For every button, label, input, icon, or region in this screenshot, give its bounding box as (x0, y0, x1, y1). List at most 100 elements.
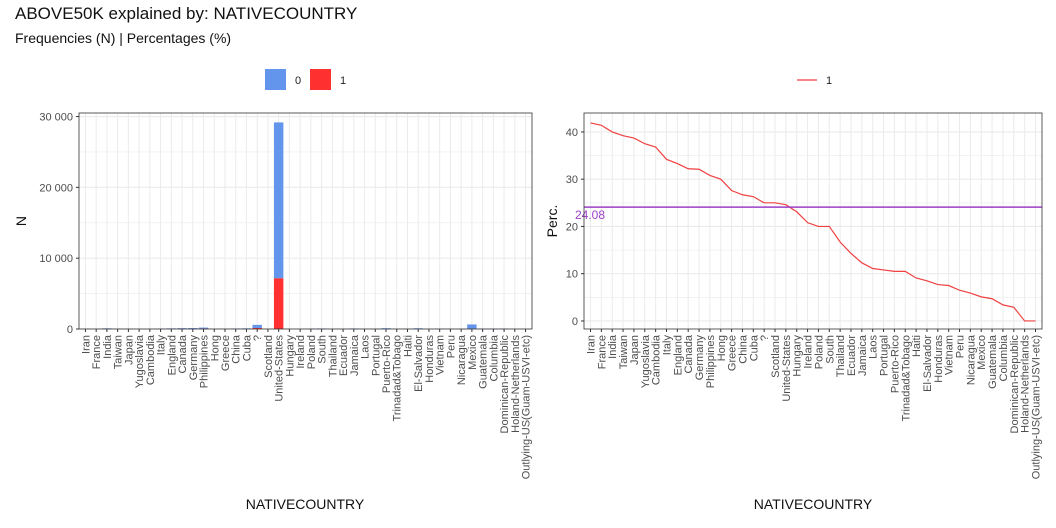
bar-segment-0 (381, 328, 391, 329)
x-tick-label: Peru (445, 335, 457, 358)
x-tick-label: South (824, 335, 836, 364)
x-tick-label: United-States (781, 335, 793, 402)
y-tick-label: 0 (67, 324, 73, 336)
x-tick-label: India (607, 334, 619, 359)
y-tick-label: 40 (566, 127, 578, 139)
y-tick-label: 20 (566, 221, 578, 233)
x-tick-label: Germany (694, 335, 706, 381)
x-tick-label: Columbia (998, 334, 1010, 381)
x-tick-label: ? (759, 335, 771, 341)
x-tick-label: Ireland (803, 335, 815, 369)
x-tick-label: Mexico (467, 335, 479, 370)
line-legend: 1 (797, 75, 832, 87)
x-tick-label: Cuba (241, 334, 253, 361)
legend-swatch-0 (265, 69, 286, 90)
plot-background (79, 113, 532, 329)
y-tick-label: 30 (566, 174, 578, 186)
x-tick-label: Outlying-US(Guam-USVI-etc) (521, 335, 533, 479)
x-tick-label: Vietnam (435, 335, 447, 375)
y-tick-label: 20 000 (39, 182, 73, 194)
legend-swatch-1 (310, 69, 331, 90)
x-tick-label: Jamaica (857, 334, 869, 376)
x-tick-label: Japan (123, 335, 135, 365)
x-tick-label: El-Salvador (413, 335, 425, 392)
bar-segment-0 (273, 122, 284, 279)
x-tick-label: United-States (274, 335, 286, 402)
x-tick-label: France (91, 335, 103, 369)
bar-segment-1 (273, 278, 284, 329)
line-y-axis-title: Perc. (544, 205, 560, 238)
x-tick-label: Cambodia (651, 334, 663, 385)
y-tick-label: 10 (566, 269, 578, 281)
bar-chart-panel: 0 10 000 20 000 30 000 IranFranceIndiaTaiwan… (39, 112, 532, 480)
reference-label: 24.08 (575, 208, 605, 222)
x-tick-label: China (231, 334, 243, 364)
x-tick-label: Puerto-Rico (381, 335, 393, 393)
bar-legend: 0 1 (265, 69, 346, 90)
x-tick-label: Ecuador (846, 335, 858, 376)
x-tick-label: Guatemala (987, 334, 999, 389)
x-tick-label: Hungary (792, 335, 804, 377)
x-tick-label: Thailand (835, 335, 847, 377)
x-tick-label: Puerto-Rico (889, 335, 901, 393)
x-tick-label: Honduras (424, 335, 436, 383)
x-tick-label: Cuba (748, 334, 760, 361)
y-tick-label: 0 (572, 316, 578, 328)
x-tick-label: France (596, 335, 608, 369)
chart-subtitle: Frequencies (N) | Percentages (%) (15, 30, 232, 46)
x-tick-label: Trinadad&Tobago (392, 335, 404, 421)
x-tick-label: Ecuador (338, 335, 350, 376)
x-tick-label: Guatemala (478, 334, 490, 389)
x-tick-label: South (317, 335, 329, 364)
x-tick-label: Scotland (263, 335, 275, 378)
x-tick-label: Jamaica (349, 334, 361, 376)
x-tick-label: Columbia (488, 334, 500, 381)
bar-segment-0 (252, 324, 262, 328)
x-tick-label: Dominican-Republic (1009, 335, 1021, 434)
x-tick-label: Ireland (295, 335, 307, 369)
x-tick-label: Hungary (284, 335, 296, 377)
x-tick-label: Japan (629, 335, 641, 365)
x-tick-label: England (672, 335, 684, 375)
chart-title: ABOVE50K explained by: NATIVECOUNTRY (15, 4, 358, 23)
x-tick-label: Mexico (976, 335, 988, 370)
x-tick-label: Nicaragua (965, 334, 977, 385)
x-tick-label: Cambodia (145, 334, 157, 385)
y-tick-label: 30 000 (39, 112, 73, 124)
x-tick-label: Hong (209, 335, 221, 361)
bar-segment-0 (198, 327, 209, 329)
plot-border (583, 112, 1043, 330)
bar-segment-0 (413, 328, 423, 329)
x-tick-label: Philippines (199, 335, 211, 389)
y-tick-label: 10 000 (39, 253, 73, 265)
line-chart-panel: 0 10 20 30 40 24.08 IranFranceIndiaTaiwanJapan… (566, 112, 1043, 479)
x-tick-label: Canada (177, 334, 189, 373)
legend-label-line: 1 (826, 75, 832, 87)
legend-label-1: 1 (340, 75, 346, 87)
x-tick-label: Poland (813, 335, 825, 369)
x-tick-label: China (737, 334, 749, 364)
x-tick-label: Iran (80, 335, 92, 354)
x-tick-label: Laos (868, 335, 880, 359)
x-tick-label: Holand-Netherlands (510, 335, 522, 433)
x-tick-label: Poland (306, 335, 318, 369)
x-tick-label: Yugoslavia (134, 334, 146, 388)
x-tick-label: ? (252, 335, 264, 341)
x-tick-label: Laos (360, 335, 372, 359)
x-tick-label: India (102, 334, 114, 359)
series-line-1 (590, 122, 1036, 322)
x-tick-label: Yugoslavia (640, 334, 652, 388)
x-tick-label: Nicaragua (456, 334, 468, 385)
x-tick-label: Dominican-Republic (499, 335, 511, 434)
x-tick-label: Greece (220, 335, 232, 371)
x-tick-label: Philippines (705, 335, 717, 389)
x-tick-label: Scotland (770, 335, 782, 378)
x-tick-label: Vietnam (944, 335, 956, 375)
x-tick-label: El-Salvador (922, 335, 934, 392)
x-tick-label: Italy (156, 335, 168, 356)
x-tick-label: Portugal (370, 335, 382, 376)
x-tick-label: Haiti (911, 335, 923, 357)
line-x-axis-title: NATIVECOUNTRY (754, 496, 873, 512)
x-tick-label: Iran (586, 335, 598, 354)
x-tick-label: Canada (683, 334, 695, 373)
